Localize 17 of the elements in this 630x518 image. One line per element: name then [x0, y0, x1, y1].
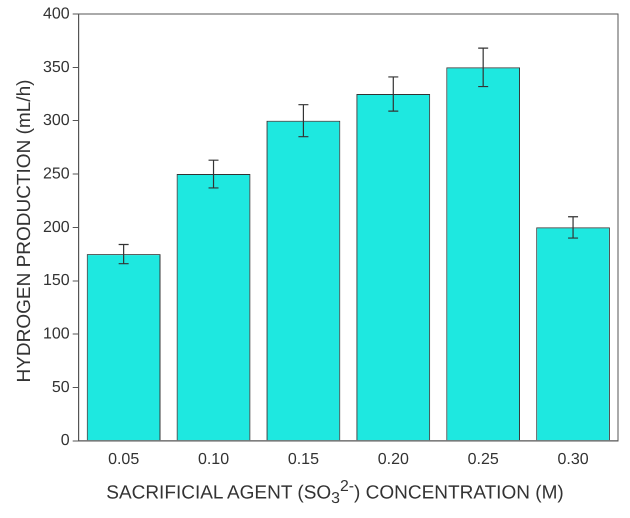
y-tick-label: 300 [42, 112, 70, 130]
x-tick-label: 0.25 [468, 450, 499, 468]
x-tick-label: 0.10 [198, 450, 230, 468]
x-tick-label: 0.20 [378, 450, 409, 468]
y-tick-label: 200 [42, 218, 70, 236]
y-tick-label: 0 [60, 432, 70, 450]
x-tick-label: 0.15 [288, 450, 320, 468]
y-tick-label: 350 [42, 58, 70, 76]
y-tick-label: 50 [52, 378, 70, 396]
y-tick-label: 250 [42, 165, 70, 182]
y-tick-label: 100 [42, 326, 70, 343]
x-tick-label: 0.30 [557, 450, 589, 468]
x-tick-label: 0.05 [108, 450, 140, 468]
y-axis-title: HYDROGEN PRODUCTION (mL/h) [14, 78, 36, 384]
y-tick-label: 150 [42, 272, 70, 290]
x-axis-title: SACRIFICIAL AGENT (SO$_{3}$$^{2-}$) CONCENTRATION (M) [105, 478, 565, 508]
y-tick-label: 400 [42, 5, 70, 22]
